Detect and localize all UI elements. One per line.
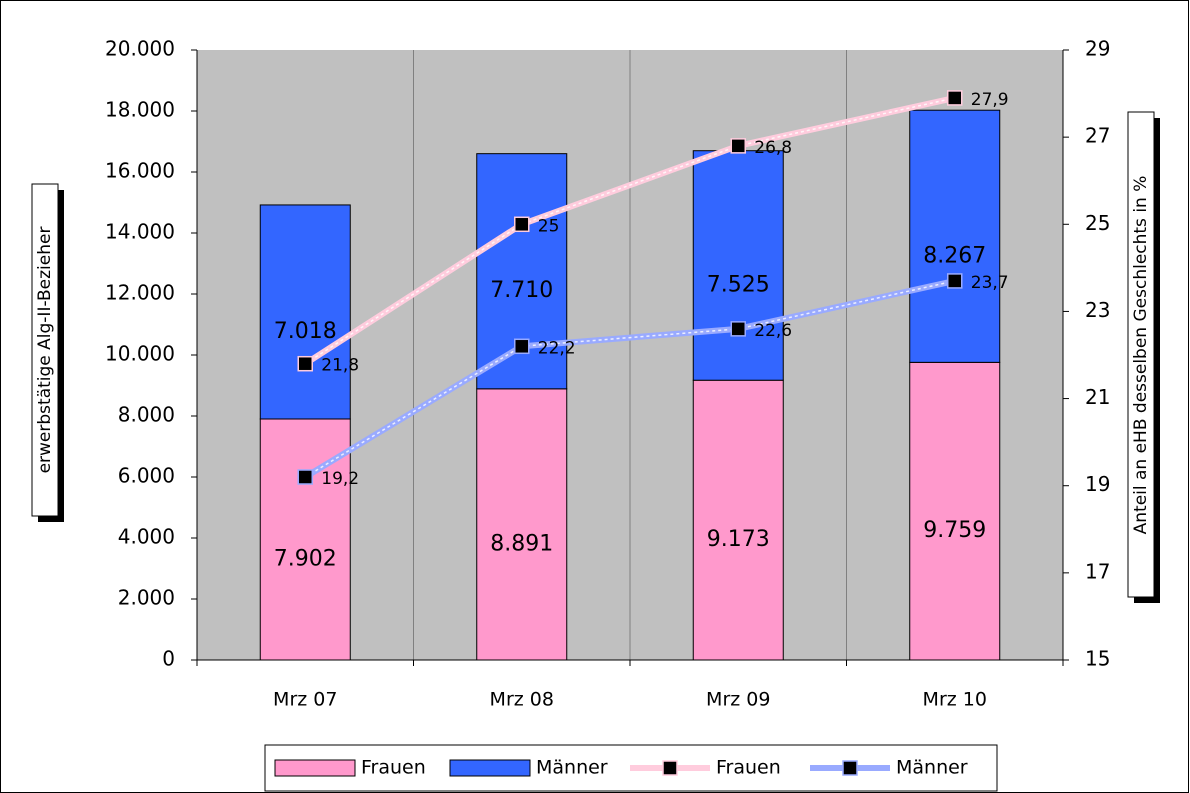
y2-tick-label: 17 <box>1085 559 1110 583</box>
bar <box>692 379 784 661</box>
bar-label: 7.525 <box>707 272 770 297</box>
line-marker <box>514 338 530 355</box>
line-label: 23,7 <box>971 273 1009 293</box>
line-marker <box>947 273 963 289</box>
y-tick-label: 10.000 <box>105 342 175 366</box>
line-label: 27,9 <box>971 90 1009 110</box>
y2-tick-label: 29 <box>1085 37 1110 61</box>
line-marker <box>297 469 313 485</box>
bar-label: 7.018 <box>274 319 337 344</box>
legend-swatch <box>274 759 356 777</box>
bar <box>909 109 1001 363</box>
legend-label: Männer <box>536 757 608 779</box>
line-marker <box>730 138 746 154</box>
x-tick-label: Mrz 09 <box>706 689 770 711</box>
line-marker <box>297 355 313 372</box>
bar-label: 8.267 <box>923 243 986 268</box>
y-tick-label: 12.000 <box>105 281 175 305</box>
y2-tick-label: 25 <box>1085 211 1110 235</box>
y-tick-label: 4.000 <box>118 525 175 549</box>
y-tick-label: 6.000 <box>118 464 175 488</box>
x-tick-label: Mrz 08 <box>490 689 554 711</box>
line-dash <box>304 280 955 478</box>
y2-tick-label: 23 <box>1085 298 1110 322</box>
line-label: 25 <box>538 216 560 236</box>
y-tick-label: 18.000 <box>105 98 175 122</box>
y2-tick-label: 21 <box>1085 385 1110 409</box>
bar-label: 9.759 <box>923 518 986 543</box>
bar <box>476 388 568 661</box>
line-label: 21,8 <box>321 356 359 376</box>
y2-label-box: Anteil an eHB desselben Geschlechts in % <box>1127 111 1160 603</box>
legend-swatch <box>449 759 531 777</box>
y-label-box: erwerbstätige Alg-II-Bezieher <box>31 183 64 522</box>
legend-label: Frauen <box>716 757 781 779</box>
y2-axis-label: Anteil an eHB desselben Geschlechts in % <box>1131 176 1151 535</box>
legend-label: Männer <box>896 757 968 779</box>
y-tick-label: 20.000 <box>105 37 175 61</box>
x-tick-label: Mrz 10 <box>923 689 987 711</box>
bar <box>692 150 784 381</box>
legend-swatch <box>662 760 678 776</box>
line-label: 22,6 <box>754 321 792 341</box>
legend-label: Frauen <box>361 757 426 779</box>
y-tick-label: 2.000 <box>118 586 175 610</box>
y2-tick-label: 27 <box>1085 124 1110 148</box>
line-marker <box>947 90 963 106</box>
bar <box>909 361 1001 661</box>
y2-tick-label: 19 <box>1085 472 1110 496</box>
x-tick-label: Mrz 07 <box>273 689 337 711</box>
y-axis-label: erwerbstätige Alg-II-Bezieher <box>35 227 55 474</box>
bar-label: 9.173 <box>707 527 770 552</box>
line-label: 22,2 <box>538 338 576 358</box>
legend-swatch <box>842 760 858 776</box>
y-tick-label: 16.000 <box>105 159 175 183</box>
bar <box>259 204 351 420</box>
y-tick-label: 8.000 <box>118 403 175 427</box>
line-marker <box>730 321 746 337</box>
line-label: 26,8 <box>754 138 792 158</box>
line-dash <box>304 97 955 365</box>
y2-tick-label: 15 <box>1085 647 1110 671</box>
y-tick-label: 0 <box>162 647 175 671</box>
bar-label: 7.710 <box>490 278 553 303</box>
y-tick-label: 14.000 <box>105 220 175 244</box>
line-marker <box>514 216 530 233</box>
bar-label: 8.891 <box>490 531 553 556</box>
bar-label: 7.902 <box>274 546 337 571</box>
line-label: 19,2 <box>321 469 359 489</box>
